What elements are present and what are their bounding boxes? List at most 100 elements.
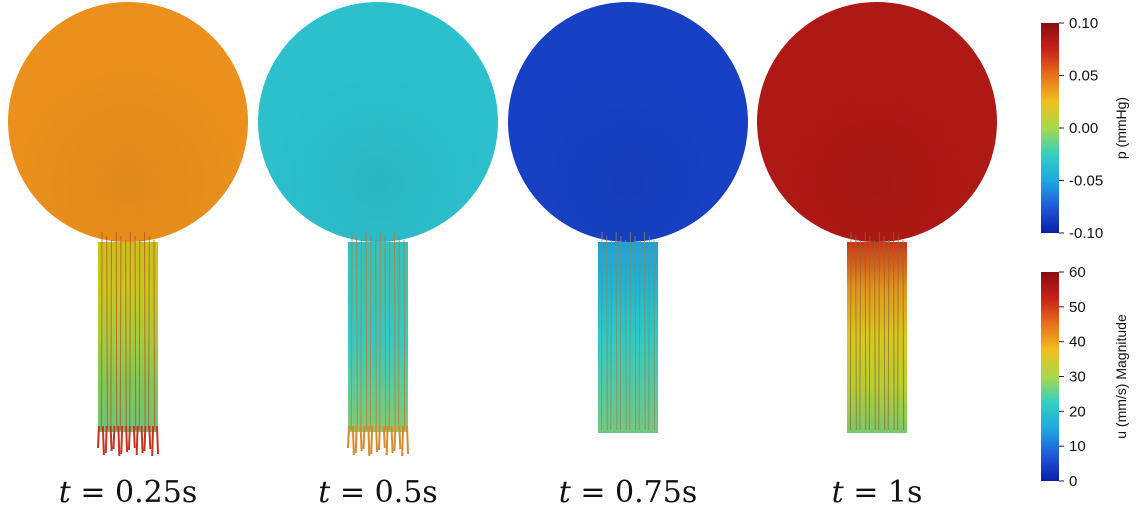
time-variable: t bbox=[59, 475, 72, 510]
time-caption: t = 0.5s bbox=[318, 475, 437, 510]
jet-streak bbox=[351, 425, 355, 456]
jet-streak bbox=[406, 425, 409, 455]
colorbar-p: 0.10 0.05 0.00 -0.05 -0.10 p (mmHg) bbox=[1041, 15, 1129, 242]
jet-streak bbox=[377, 425, 381, 451]
jet-streak bbox=[109, 425, 113, 452]
jet-streak bbox=[112, 425, 116, 450]
time-equals: = bbox=[571, 475, 615, 510]
colorbars: 0.10 0.05 0.00 -0.05 -0.10 p (mmHg) 60 50 40 30 20… bbox=[1041, 15, 1129, 490]
velocity-streak bbox=[653, 239, 656, 431]
sphere-shading bbox=[258, 2, 498, 242]
panel-1: t = 0.25s bbox=[8, 2, 248, 510]
sphere-shading bbox=[757, 2, 997, 242]
colorbar-gradient bbox=[1041, 23, 1059, 233]
velocity-streak bbox=[129, 231, 131, 431]
jet-streak bbox=[362, 425, 366, 450]
velocity-streak bbox=[379, 231, 381, 431]
colorbar-tick-label: -0.05 bbox=[1069, 173, 1103, 190]
velocity-streak bbox=[388, 239, 391, 431]
velocity-streak bbox=[610, 239, 612, 431]
colorbar-title: p (mmHg) bbox=[1113, 97, 1129, 159]
colorbar-tick-label: 60 bbox=[1069, 264, 1086, 281]
colorbar-title: u (mm/s) Magnitude bbox=[1113, 314, 1129, 439]
velocity-streak bbox=[883, 235, 886, 431]
jet-streak bbox=[347, 425, 350, 449]
time-equals: = bbox=[330, 475, 374, 510]
velocity-streak bbox=[384, 235, 387, 431]
outflow-jet bbox=[97, 425, 159, 457]
velocity-streak bbox=[110, 239, 112, 431]
jet-streak bbox=[140, 425, 144, 454]
jet-streak bbox=[367, 425, 371, 457]
velocity-streak bbox=[125, 239, 127, 431]
velocity-streak bbox=[356, 235, 358, 431]
velocity-streak bbox=[394, 231, 396, 431]
jet-streak bbox=[359, 425, 363, 452]
panel-3: t = 0.75s bbox=[508, 2, 748, 510]
velocity-glyphs bbox=[100, 231, 156, 431]
panel-4: t = 1s bbox=[757, 2, 997, 510]
colorbar-u: 60 50 40 30 20 10 0 u (mm/s) Magnitude bbox=[1041, 264, 1129, 490]
velocity-streak bbox=[365, 231, 368, 431]
velocity-streak bbox=[893, 231, 895, 431]
time-caption: t = 0.25s bbox=[59, 475, 197, 510]
colorbar-tick-label: 50 bbox=[1069, 299, 1086, 316]
jet-streak bbox=[101, 425, 105, 456]
jet-streak bbox=[382, 425, 386, 449]
velocity-streak bbox=[648, 235, 650, 431]
velocity-streak bbox=[897, 235, 899, 431]
jet-streak bbox=[97, 425, 100, 449]
colorbar-tick-label: 20 bbox=[1069, 403, 1086, 420]
velocity-glyphs bbox=[350, 231, 406, 431]
outlet-tube bbox=[598, 242, 658, 432]
jet-streak bbox=[132, 425, 136, 449]
jet-streak bbox=[393, 425, 397, 452]
velocity-streak bbox=[619, 235, 622, 431]
velocity-streak bbox=[644, 231, 646, 431]
velocity-streak bbox=[119, 235, 122, 431]
jet-streak bbox=[385, 425, 389, 456]
outlet-tube bbox=[348, 242, 408, 432]
velocity-streak bbox=[153, 239, 156, 431]
jet-streak bbox=[398, 425, 402, 450]
velocity-streak bbox=[606, 235, 608, 431]
jet-streak bbox=[104, 425, 108, 454]
velocity-streak bbox=[100, 231, 103, 431]
velocity-streak bbox=[148, 235, 150, 431]
velocity-streak bbox=[360, 239, 362, 431]
velocity-streak bbox=[625, 239, 627, 431]
colorbar-tick-label: 0 bbox=[1069, 473, 1077, 490]
colorbar-tick-label: 40 bbox=[1069, 334, 1086, 351]
velocity-streak bbox=[859, 239, 861, 431]
time-variable: t bbox=[559, 475, 572, 510]
colorbar-tick-label: 10 bbox=[1069, 438, 1086, 455]
outlet-tube bbox=[847, 242, 907, 432]
velocity-streak bbox=[902, 239, 905, 431]
outlet-tube bbox=[98, 242, 158, 432]
time-value: 1s bbox=[888, 475, 922, 510]
outflow-jet bbox=[347, 425, 409, 457]
velocity-glyphs bbox=[600, 231, 656, 431]
jet-streak bbox=[370, 425, 374, 455]
velocity-streak bbox=[874, 239, 876, 431]
velocity-streak bbox=[615, 231, 618, 431]
velocity-streak bbox=[600, 231, 603, 431]
time-caption: t = 1s bbox=[832, 475, 923, 510]
sphere-shading bbox=[508, 2, 748, 242]
time-value: 0.25s bbox=[115, 475, 197, 510]
time-equals: = bbox=[71, 475, 115, 510]
colorbar-tick-label: 0.05 bbox=[1069, 68, 1098, 85]
velocity-streak bbox=[887, 239, 890, 431]
jet-streak bbox=[117, 425, 121, 457]
jet-streak bbox=[151, 425, 155, 457]
colorbar-tick-label: 30 bbox=[1069, 369, 1086, 386]
velocity-streak bbox=[134, 235, 137, 431]
panel-2: t = 0.5s bbox=[258, 2, 498, 510]
velocity-streak bbox=[350, 231, 353, 431]
jet-streak bbox=[120, 425, 124, 455]
jet-streak bbox=[375, 425, 379, 453]
velocity-streak bbox=[403, 239, 406, 431]
jet-streak bbox=[127, 425, 131, 451]
colorbar-tick-label: -0.10 bbox=[1069, 225, 1103, 242]
velocity-streak bbox=[106, 235, 108, 431]
